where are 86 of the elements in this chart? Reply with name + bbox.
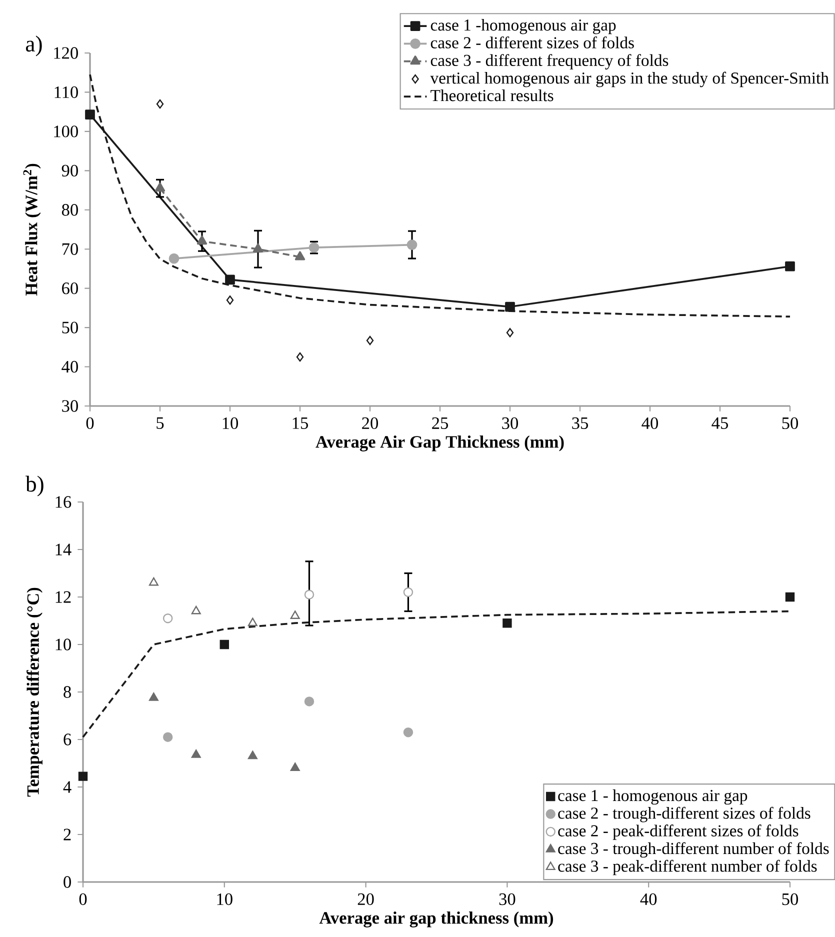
x-tick-label: 25 bbox=[432, 417, 448, 430]
x-tick-label: 20 bbox=[358, 893, 374, 906]
y-tick-label: 14 bbox=[56, 544, 72, 556]
x-tick-label: 40 bbox=[640, 893, 656, 906]
y-tick-label: 2 bbox=[64, 828, 71, 840]
y-tick-label: 40 bbox=[62, 360, 78, 373]
point bbox=[294, 251, 305, 260]
x-tick-label: 0 bbox=[86, 417, 94, 430]
y-tick-label: 50 bbox=[62, 322, 78, 334]
legend-label: vertical homogenous air gaps in the study of Spencer-Smith bbox=[430, 72, 829, 88]
x-tick-label: 20 bbox=[362, 417, 378, 430]
point bbox=[224, 274, 235, 285]
point bbox=[191, 606, 201, 614]
point bbox=[406, 240, 418, 250]
x-tick-label: 40 bbox=[642, 417, 658, 430]
x-tick-label: 50 bbox=[782, 893, 798, 906]
point bbox=[785, 592, 794, 602]
point bbox=[304, 590, 314, 600]
y-tick-label: 6 bbox=[64, 734, 71, 746]
point bbox=[506, 328, 514, 338]
point bbox=[296, 352, 304, 362]
legend-label: case 1 -homogenous air gap bbox=[430, 18, 616, 34]
point bbox=[148, 577, 158, 586]
y-tick-label: 70 bbox=[62, 243, 78, 255]
point bbox=[504, 302, 515, 312]
y-tick-label: 4 bbox=[63, 781, 72, 793]
y-tick-label: 120 bbox=[54, 47, 78, 59]
point bbox=[168, 253, 180, 264]
y-axis-title: Heat Flux (W/m$^{2}$) bbox=[23, 164, 41, 296]
x-tick-label: 50 bbox=[782, 417, 798, 430]
x-tick-label: 30 bbox=[502, 417, 518, 430]
x-tick-label: 45 bbox=[712, 417, 728, 429]
y-tick-label: 30 bbox=[62, 400, 78, 412]
y-tick-label: 100 bbox=[54, 126, 78, 138]
point bbox=[148, 692, 158, 701]
y-tick-label: 10 bbox=[56, 638, 71, 650]
legend-label: Theoretical results bbox=[430, 89, 554, 102]
y-axis-title: Temperature difference (°C) bbox=[26, 588, 42, 797]
point bbox=[84, 110, 95, 120]
y-tick-label: 80 bbox=[62, 204, 78, 216]
x-axis-title: Average air gap thickness (mm) bbox=[319, 912, 553, 928]
x-axis-title: Average Air Gap Thickness (mm) bbox=[316, 436, 564, 452]
legend-label: case 2 - trough-different sizes of folds bbox=[558, 806, 810, 822]
x-tick-label: 35 bbox=[572, 417, 588, 430]
y-tick-label: 90 bbox=[62, 164, 78, 177]
point bbox=[304, 696, 314, 706]
point bbox=[162, 732, 173, 742]
point bbox=[366, 336, 374, 346]
legend-label: case 3 - peak-different number of folds bbox=[558, 860, 817, 876]
x-tick-label: 5 bbox=[156, 417, 164, 429]
x-tick-label: 15 bbox=[292, 417, 308, 429]
x-tick-label: 30 bbox=[499, 893, 516, 906]
text: a) bbox=[26, 36, 42, 56]
point bbox=[220, 640, 229, 650]
point bbox=[403, 728, 413, 738]
point bbox=[784, 261, 795, 272]
point bbox=[290, 762, 300, 771]
x-tick-label: 10 bbox=[222, 417, 238, 430]
point bbox=[191, 750, 201, 758]
legend-label: case 2 - different sizes of folds bbox=[430, 36, 634, 48]
point bbox=[248, 618, 258, 626]
y-tick-label: 60 bbox=[62, 282, 78, 294]
point bbox=[248, 750, 258, 760]
y-tick-label: 110 bbox=[54, 86, 78, 98]
y-tick-label: 12 bbox=[56, 591, 71, 603]
point bbox=[156, 99, 164, 109]
x-tick-label: 10 bbox=[217, 893, 232, 906]
legend-label: case 2 - peak-different sizes of folds bbox=[558, 824, 798, 840]
point bbox=[154, 182, 165, 192]
point bbox=[502, 618, 512, 628]
y-tick-label: 0 bbox=[64, 876, 71, 888]
point bbox=[78, 772, 88, 781]
point bbox=[196, 236, 207, 245]
legend-label: case 3 - trough-different number of folds bbox=[558, 842, 829, 858]
x-tick-label: 0 bbox=[79, 893, 87, 906]
text: b) bbox=[25, 476, 44, 496]
line-series bbox=[82, 610, 791, 738]
point bbox=[226, 295, 234, 305]
legend-label: case 1 - homogenous air gap bbox=[558, 789, 747, 805]
legend-label: case 3 - different frequency of folds bbox=[430, 54, 668, 70]
point bbox=[162, 614, 173, 624]
y-tick-label: 16 bbox=[56, 496, 71, 508]
point bbox=[403, 587, 413, 598]
y-tick-label: 8 bbox=[64, 686, 71, 698]
point bbox=[252, 243, 263, 252]
point bbox=[290, 610, 300, 619]
